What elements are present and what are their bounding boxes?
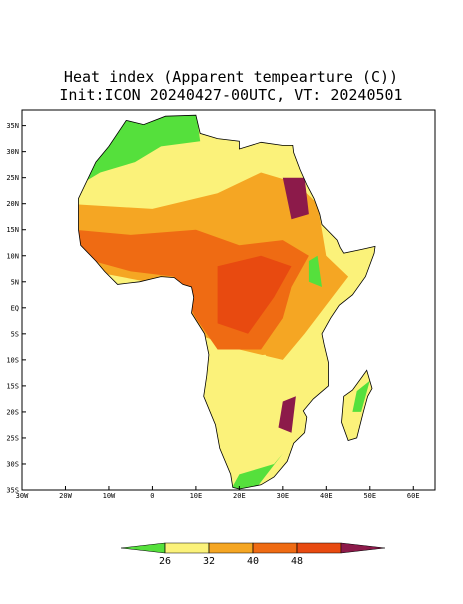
x-tick-label: 40E (320, 492, 333, 500)
heat-region (230, 453, 283, 489)
colorbar-segment (252, 542, 298, 554)
colorbar-high (340, 542, 386, 554)
x-tick-label: 20E (233, 492, 246, 500)
x-tick-label: 30W (16, 492, 29, 500)
heat-region (278, 396, 296, 433)
y-tick-label: 35N (6, 122, 19, 130)
heat-region (282, 177, 309, 220)
y-tick-label: 25S (6, 434, 19, 442)
y-tick-label: 15S (6, 382, 19, 390)
coastline (78, 114, 376, 490)
x-tick-label: 0 (150, 492, 154, 500)
x-tick-label: 10E (190, 492, 203, 500)
heat-region (308, 255, 322, 287)
title: Heat index (Apparent tempearture (C)) (64, 68, 398, 86)
heat-region (352, 380, 370, 412)
x-tick-label: 60E (407, 492, 420, 500)
colorbar-segment (208, 542, 254, 554)
y-tick-label: EQ (11, 304, 19, 312)
heat-region (217, 255, 292, 334)
y-tick-label: 10S (6, 356, 19, 364)
x-tick-label: 10W (103, 492, 116, 500)
y-tick-label: 5S (11, 330, 19, 338)
x-tick-label: 50E (363, 492, 376, 500)
y-tick-label: 35S (6, 487, 19, 495)
y-tick-label: 30N (6, 148, 19, 156)
y-tick-label: 30S (6, 460, 19, 468)
heat-region (213, 354, 292, 464)
colorbar-segment (296, 542, 342, 554)
colorbar-label: 40 (247, 556, 259, 567)
colorbar-segment (164, 542, 210, 554)
x-tick-label: 20W (59, 492, 72, 500)
x-tick-label: 30E (277, 492, 290, 500)
y-tick-label: 5N (11, 278, 19, 286)
y-tick-label: 25N (6, 174, 19, 182)
subtitle: Init:ICON 20240427-00UTC, VT: 20240501 (59, 86, 402, 104)
y-tick-label: 20S (6, 408, 19, 416)
colorbar-label: 32 (203, 556, 215, 567)
y-tick-label: 10N (6, 252, 19, 260)
colorbar-low (120, 542, 166, 554)
colorbar-label: 26 (159, 556, 171, 567)
colorbar-label: 48 (291, 556, 303, 567)
y-tick-label: 15N (6, 226, 19, 234)
y-tick-label: 20N (6, 200, 19, 208)
